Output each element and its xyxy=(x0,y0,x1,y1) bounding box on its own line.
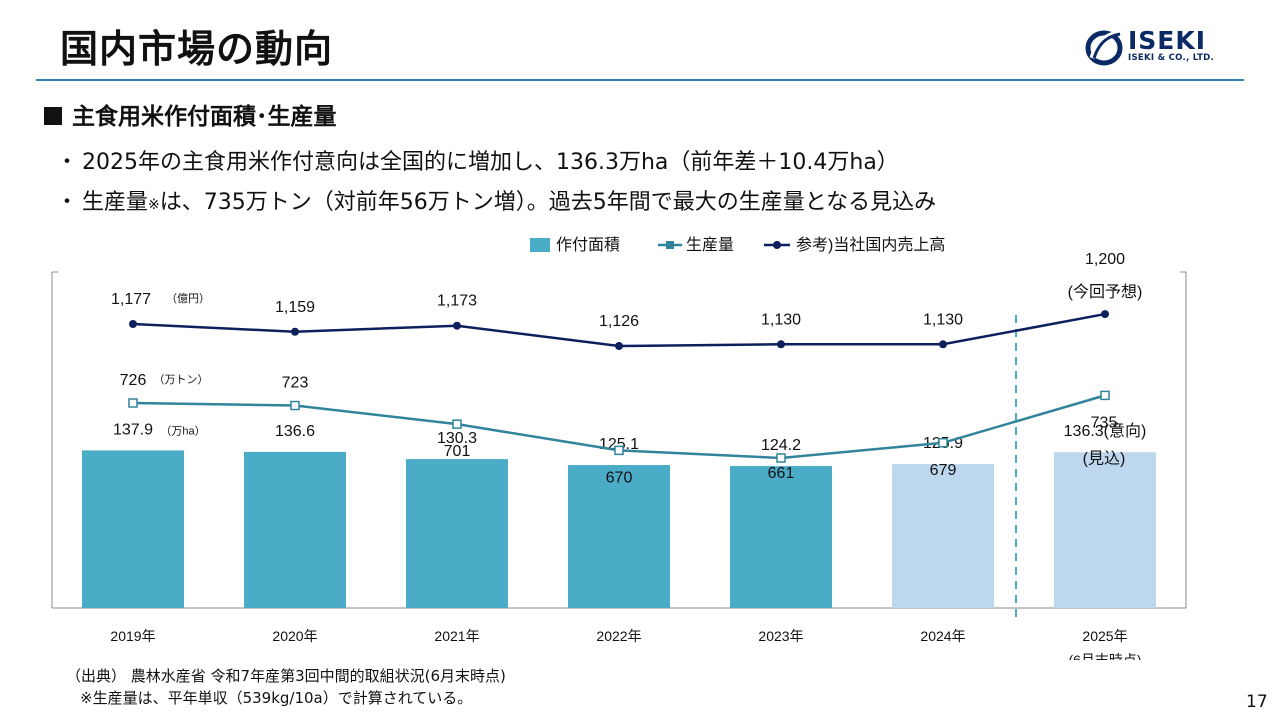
page-number: 17 xyxy=(1246,692,1268,712)
legend-production-marker xyxy=(666,241,674,249)
legend-production: 生産量 xyxy=(686,236,734,254)
bar-label-2025年: 136.3(意向) xyxy=(1064,421,1147,440)
sales-point-2025年 xyxy=(1101,310,1109,319)
x-tick-2022年: 2022年 xyxy=(596,628,641,644)
sales-point-2022年 xyxy=(615,342,623,350)
production-label-2022年: 670 xyxy=(606,469,633,486)
bullet-dot-icon: ・ xyxy=(56,150,79,175)
bar-label-2019年: 137.9 xyxy=(113,421,153,438)
legend-acreage: 作付面積 xyxy=(556,236,620,254)
bar-2025年 xyxy=(1054,452,1156,608)
sales-label-2021年: 1,173 xyxy=(437,293,477,310)
sales-label-2025年: 1,200 xyxy=(1085,251,1125,268)
bar-2023年 xyxy=(730,466,832,608)
bar-label-2020年: 136.6 xyxy=(275,423,315,440)
x-tick-2021年: 2021年 xyxy=(434,628,479,644)
sales-label-2022年: 1,126 xyxy=(599,313,639,330)
production-footnote: ※生産量は、平年単収（539kg/10a）で計算されている。 xyxy=(80,689,473,707)
legend-sales: 参考)当社国内売上高 xyxy=(796,236,945,254)
sales-point-2020年 xyxy=(291,327,299,336)
production-point-2025年 xyxy=(1100,390,1110,401)
production-label-2019年: 726 xyxy=(120,372,147,389)
page-title: 国内市場の動向 xyxy=(60,27,334,71)
bullet-acreage: ・ 2025年の主食用米作付意向は全国的に増加し、136.3万ha（前年差＋10.… xyxy=(56,144,899,176)
sales-label-2024年: 1,130 xyxy=(923,311,963,328)
bar-label-2023年: 124.2 xyxy=(761,437,801,454)
bar-2021年 xyxy=(406,459,508,608)
section-heading-text: 主食用米作付面積･生産量 xyxy=(72,104,337,130)
bar-label-2021年: 130.3 xyxy=(437,430,477,447)
sales-label-2020年: 1,159 xyxy=(275,299,315,316)
bullet-acreage-text: 2025年の主食用米作付意向は全国的に増加し、136.3万ha（前年差＋10.4… xyxy=(82,150,899,175)
bullet-dot-icon: ・ xyxy=(56,190,79,215)
bullet-production-note-mark: ※ xyxy=(148,197,160,213)
rice-chart: 137.9136.6130.3125.1124.2125.9136.3(意向)（… xyxy=(51,236,1187,660)
bar-2020年 xyxy=(244,451,346,608)
production-point-2019年 xyxy=(128,398,138,408)
bar-2019年 xyxy=(82,450,184,608)
x-tick-2024年: 2024年 xyxy=(920,628,965,644)
production-label-2025年: 735 xyxy=(1091,414,1118,431)
production-label-2021年: 701 xyxy=(444,443,471,460)
legend-bar-swatch xyxy=(530,238,550,252)
bullet-production: ・生産量※は、735万トン（対前年56万トン増）。過去5年間で最大の生産量となる… xyxy=(56,184,936,216)
sales-forecast-note: (今回予想) xyxy=(1068,283,1143,301)
production-label-2023年: 661 xyxy=(768,465,795,482)
logo-company-name: ISEKI & CO., LTD. xyxy=(1128,53,1215,63)
sales-unit-label: （億円） xyxy=(166,292,210,305)
sales-point-2024年 xyxy=(939,340,947,349)
production-point-2024年 xyxy=(938,438,948,448)
production-forecast-note: (見込) xyxy=(1083,449,1126,467)
x-tick-2025年: 2025年 xyxy=(1082,628,1127,644)
production-point-2020年 xyxy=(290,400,300,411)
production-unit-label: （万トン） xyxy=(154,373,209,386)
iseki-logo: ISEKI ISEKI & CO., LTD. xyxy=(1084,26,1234,68)
production-point-2023年 xyxy=(776,453,786,463)
production-label-2024年: 679 xyxy=(930,462,957,479)
legend-sales-marker xyxy=(773,241,781,249)
square-bullet-icon xyxy=(44,107,62,125)
production-point-2022年 xyxy=(614,445,624,456)
sales-point-2023年 xyxy=(777,340,785,349)
production-label-2020年: 723 xyxy=(282,375,309,392)
sales-label-2023年: 1,130 xyxy=(761,311,801,328)
source-citation: （出典） 農林水産省 令和7年産第3回中間的取組状況(6月末時点) xyxy=(66,667,506,685)
production-point-2021年 xyxy=(452,419,462,429)
iseki-emblem-icon xyxy=(1085,29,1123,66)
x-tick-2023年: 2023年 xyxy=(758,628,803,644)
x-note-2025年: (6月末時点) xyxy=(1068,652,1141,660)
x-tick-2019年: 2019年 xyxy=(110,628,155,644)
sales-point-2019年 xyxy=(129,320,137,328)
sales-label-2019年: 1,177 xyxy=(111,291,151,308)
section-heading: 主食用米作付面積･生産量 xyxy=(44,97,337,131)
bar-2022年 xyxy=(568,465,670,608)
title-underline xyxy=(36,79,1244,81)
logo-wordmark: ISEKI xyxy=(1128,26,1207,55)
sales-point-2021年 xyxy=(453,321,461,330)
bar-unit-label: （万ha） xyxy=(160,424,205,437)
bullet-production-pre: 生産量 xyxy=(82,190,149,215)
bullet-production-post: は、735万トン（対前年56万トン増）。過去5年間で最大の生産量となる見込み xyxy=(159,190,937,215)
x-tick-2020年: 2020年 xyxy=(272,628,317,644)
bar-2024年 xyxy=(892,464,994,608)
